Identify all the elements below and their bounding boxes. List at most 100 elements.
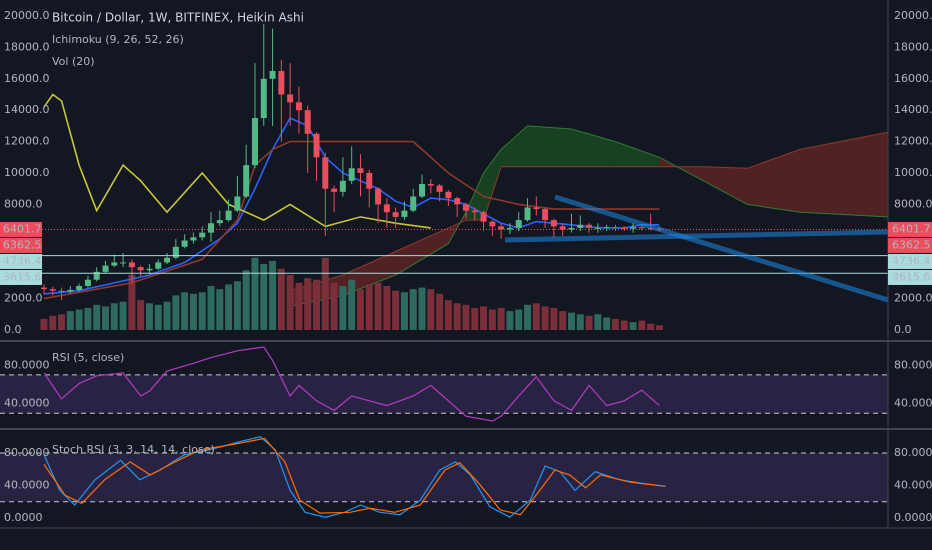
volume-bar [84,307,92,330]
candle-body [84,279,91,287]
candle-body [111,262,118,266]
indicator-label: Stoch RSI (3, 3, 14, 14, close) [52,443,215,456]
price-tag [0,269,42,285]
y-tick-label: 10000.0 [4,166,50,179]
candle-body [621,227,628,229]
price-tag [0,221,42,237]
candle-body [287,94,294,103]
cloud-segment [465,172,484,221]
volume-bar [480,306,488,330]
candle-body [190,237,197,241]
volume-bar [295,282,303,330]
volume-bar [251,257,259,330]
cloud-span-a [289,125,889,307]
volume-bar [110,303,118,330]
volume-bar [119,301,127,330]
candle-body [243,165,250,197]
volume-bar [647,323,655,330]
volume-bar [225,284,233,330]
price-tag-label: 4736.4 [892,254,931,267]
volume-bar [541,306,549,330]
y-tick-label: 80.0000 [894,358,932,371]
volume-bar [497,307,505,330]
candle-body [489,221,496,227]
y-tick-label: 40.0000 [894,397,932,410]
candle-body [76,286,83,290]
indicator-line [43,93,431,229]
volume-bar [216,289,224,330]
price-tag-label: 3615.6 [892,270,931,283]
volume-bar [102,306,110,330]
candle-body [58,290,65,292]
candle-body [419,183,426,197]
volume-bar [462,304,470,330]
y-tick-label: 20000.0 [894,9,932,22]
y-tick-label: 2000.0 [894,292,932,305]
price-tag-label: 4736.4 [3,254,42,267]
indicator-label: Ichimoku (9, 26, 52, 26) [52,33,184,46]
candle-body [471,210,478,213]
volume-bar [277,268,285,330]
volume-bar [603,317,611,330]
volume-bar [181,292,189,330]
volume-bar [383,286,391,330]
volume-bar [550,307,558,330]
candle-body [533,207,540,210]
candle-body [550,220,557,227]
candle-body [401,210,408,217]
y-tick-label: 40.0000 [894,478,932,491]
volume-bar [418,287,426,330]
volume-bar [321,257,329,330]
y-tick-label: 2000.0 [4,292,43,305]
volume-bar [436,293,444,330]
volume-bar [189,293,197,330]
candle-body [295,102,302,111]
candle-body [427,183,434,186]
volume-bar [207,286,215,330]
y-tick-label: 0.0 [4,323,22,336]
candle-body [445,191,452,199]
candle-body [216,220,223,224]
y-tick-label: 0.0000 [894,511,932,524]
support-line [504,229,889,243]
candle-body [164,257,171,263]
indicator-label: RSI (5, close) [52,351,124,364]
volume-bar [75,309,83,330]
candle-body [208,223,215,233]
volume-bar [638,320,646,330]
y-tick-label: 12000.0 [4,135,50,148]
volume-bar [313,279,321,330]
volume-bar [400,292,408,330]
candle-body [638,227,645,229]
trend-line [554,194,889,303]
volume-bar [374,282,382,330]
volume-bar [453,303,461,330]
candle-body [542,209,549,221]
candle-body [498,226,505,230]
price-tag [888,253,932,269]
candle-body [146,268,153,271]
candle-body [568,227,575,230]
indicator-line [43,140,660,300]
volume-bar [348,279,356,330]
cloud-segment [527,125,572,167]
candle-body [278,70,285,95]
y-tick-label: 8000.0 [894,197,932,210]
price-tag [0,253,42,269]
volume-bar [611,318,619,330]
indicator-label: Vol (20) [52,55,95,68]
candle-body [506,227,513,230]
volume-bar [409,289,417,330]
volume-bar [515,309,523,330]
cloud-segment [659,157,704,181]
volume-bar [154,304,162,330]
volume-bar [471,307,479,330]
price-tag [888,237,932,253]
candle-body [322,157,329,189]
drawings [504,194,889,303]
candle-body [410,196,417,211]
frame [0,0,932,529]
volume-bar [365,284,373,330]
volume-bar [594,314,602,330]
